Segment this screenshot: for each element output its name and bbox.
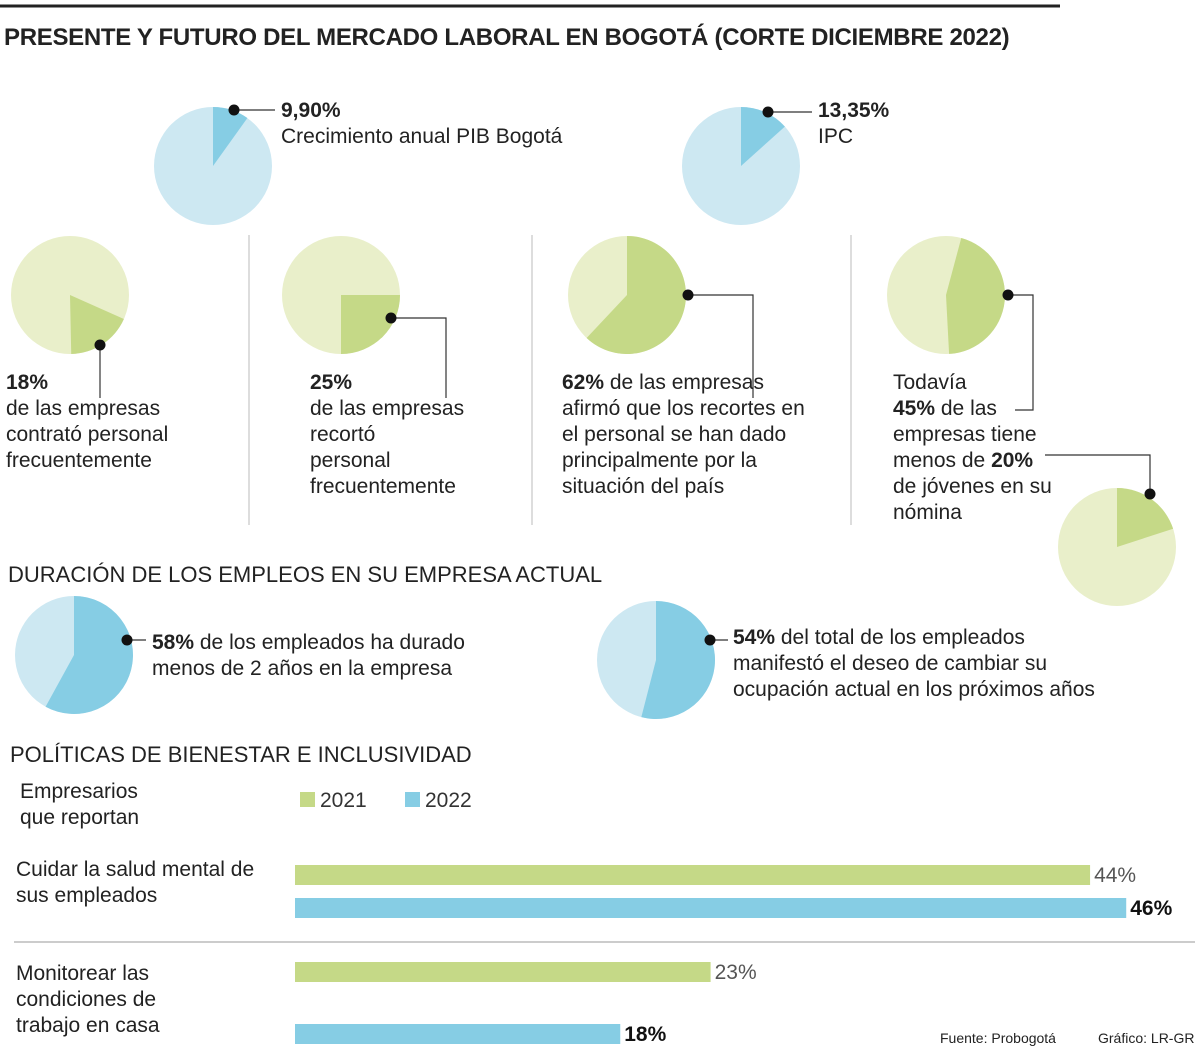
legend-label: 2022: [425, 789, 472, 812]
value-label: 25%: [310, 371, 353, 394]
value-label: 20%: [991, 449, 1034, 472]
value-label: 58%: [152, 631, 195, 654]
caption-line: personal: [310, 449, 391, 472]
pie-slice: [341, 295, 400, 354]
pie-slice: [213, 107, 248, 166]
value-label: 46%: [1130, 897, 1172, 920]
value-label: 13,35%: [818, 99, 890, 122]
bar: [295, 898, 1127, 918]
connector-dot: [1144, 488, 1156, 500]
pie-slice: [45, 596, 134, 714]
value-label: 18%: [6, 371, 49, 394]
caption: 13,35% IPC: [818, 98, 889, 150]
caption-line: manifestó el deseo de cambiar su: [733, 652, 1048, 675]
pie-slice: [946, 238, 1005, 354]
connector-dot: [228, 104, 240, 116]
bar: [295, 1024, 621, 1044]
legend-title: Empresarios que reportan: [20, 779, 139, 831]
caption: 58% de los empleados ha durado menos de 2…: [152, 630, 465, 682]
caption-line: situación del país: [562, 475, 725, 498]
value-label: 45%: [893, 397, 936, 420]
caption-line: contrató personal: [6, 423, 169, 446]
caption-line: de las: [940, 397, 997, 420]
connector-dot: [121, 634, 133, 646]
caption-line: frecuentemente: [6, 449, 152, 472]
value-label: 44%: [1094, 864, 1136, 887]
caption-line: de las empresas: [609, 371, 764, 394]
caption-line: ocupación actual en los próximos años: [733, 678, 1095, 701]
caption-line: el personal se han dado: [562, 423, 787, 446]
caption-line: de las empresas: [6, 397, 161, 420]
category-label: Cuidar la salud mental de sus empleados: [16, 858, 255, 907]
legend-title-line: que reportan: [20, 806, 140, 829]
caption-line: empresas tiene: [893, 423, 1037, 446]
bar: [295, 865, 1091, 885]
caption-line: del total de los empleados: [780, 626, 1025, 649]
source: Fuente: Probogotá: [940, 1030, 1056, 1046]
value-label: 9,90%: [281, 99, 341, 122]
category-label: Monitorear las condiciones de trabajo en…: [16, 962, 160, 1037]
caption-line: nómina: [893, 501, 962, 524]
bar: [295, 962, 711, 982]
value-label: 18%: [624, 1023, 666, 1046]
caption: 9,90% Crecimiento anual PIB Bogotá: [281, 98, 562, 150]
section-heading: POLÍTICAS DE BIENESTAR E INCLUSIVIDAD: [10, 742, 472, 767]
connector-dot: [94, 339, 106, 351]
caption-line: afirmó que los recortes en: [562, 397, 805, 420]
connector: [391, 317, 447, 398]
connector-dot: [1002, 289, 1014, 301]
caption-line: de los empleados ha durado: [199, 631, 465, 654]
section-heading: DURACIÓN DE LOS EMPLEOS EN SU EMPRESA AC…: [8, 562, 603, 587]
caption-line: IPC: [818, 125, 854, 148]
caption: 25% de las empresas recortó personal frecuen…: [310, 370, 464, 500]
caption-line: frecuentemente: [310, 475, 456, 498]
caption-line: recortó: [310, 423, 376, 446]
legend-swatch: [300, 792, 315, 807]
caption-line: Todavía: [893, 371, 967, 394]
pie-slice: [70, 295, 124, 354]
caption: Todavía 45% de las empresas tiene menos de …: [893, 370, 1052, 526]
connector: [1008, 294, 1034, 411]
title: PRESENTE Y FUTURO DEL MERCADO LABORAL EN…: [4, 24, 1010, 51]
connector-dot: [762, 106, 774, 118]
value-label: 62%: [562, 371, 605, 394]
pie-slice: [1117, 488, 1174, 547]
credit: Gráfico: LR-GR: [1098, 1030, 1195, 1046]
value-label: 54%: [733, 626, 776, 649]
caption: 54% del total de los empleados manifestó …: [733, 625, 1095, 703]
connector: [1045, 454, 1151, 494]
pie-slice: [741, 107, 785, 166]
caption-line: principalmente por la: [562, 449, 757, 472]
caption: 18% de las empresas contrató personal frecu…: [6, 370, 168, 474]
connector-dot: [682, 289, 694, 301]
caption-line: de jóvenes en su: [893, 475, 1052, 498]
pie-slice: [641, 601, 715, 719]
connector-dot: [385, 312, 397, 324]
value-label: 23%: [715, 961, 757, 984]
caption-line: de las empresas: [310, 397, 465, 420]
connector-dot: [704, 634, 716, 646]
legend-title-line: Empresarios: [20, 780, 138, 803]
caption-line: menos de: [893, 449, 986, 472]
legend-label: 2021: [320, 789, 367, 812]
caption-line: Crecimiento anual PIB Bogotá: [281, 125, 563, 148]
caption: 62% de las empresas afirmó que los recort…: [562, 370, 805, 500]
caption-line: menos de 2 años en la empresa: [152, 657, 453, 680]
legend-swatch: [405, 792, 420, 807]
pie-slice: [586, 236, 686, 354]
connector: [688, 294, 754, 398]
